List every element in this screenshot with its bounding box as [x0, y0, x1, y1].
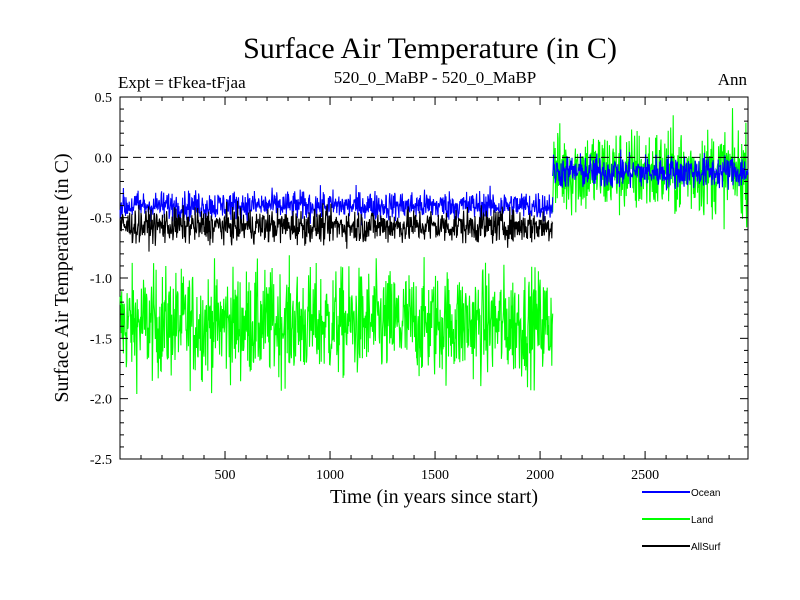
- y-axis-ticks: 0.5 0.0 -0.5 -1.0 -1.5 -2.0 -2.5: [90, 91, 748, 468]
- legend-label-allsurf: AllSurf: [691, 542, 721, 553]
- subtitle-right: Ann: [718, 70, 748, 89]
- x-tick-label: 1000: [316, 468, 344, 483]
- y-tick-label: -1.0: [90, 272, 112, 287]
- plot-area: [119, 96, 749, 460]
- subtitle-center: 520_0_MaBP - 520_0_MaBP: [334, 68, 536, 87]
- y-tick-label: 0.5: [95, 91, 113, 106]
- series-land-line-1: [119, 255, 554, 395]
- y-tick-label: -2.0: [90, 393, 112, 408]
- y-tick-label: -0.5: [90, 212, 112, 227]
- series-layer: [119, 108, 749, 395]
- x-tick-label: 2000: [526, 468, 554, 483]
- series-land: [119, 108, 749, 395]
- legend-label-ocean: Ocean: [691, 488, 720, 499]
- y-axis-label: Surface Air Temperature (in C): [51, 153, 73, 402]
- series-allsurf: [119, 200, 554, 252]
- x-tick-label: 2500: [631, 468, 659, 483]
- series-allsurf-line-1: [119, 200, 554, 252]
- x-axis-ticks: 500 1000 1500 2000 2500: [140, 97, 730, 483]
- legend-label-land: Land: [691, 515, 713, 526]
- subtitle-left: Expt = tFkea-tFjaa: [118, 73, 246, 92]
- x-axis-label: Time (in years since start): [330, 486, 538, 508]
- chart-title: Surface Air Temperature (in C): [243, 32, 617, 65]
- y-tick-label: 0.0: [95, 151, 113, 166]
- series-ocean-line-2: [552, 149, 749, 191]
- y-tick-label: -1.5: [90, 332, 112, 347]
- legend: Ocean Land AllSurf: [642, 488, 721, 553]
- x-tick-label: 1500: [421, 468, 449, 483]
- y-tick-label: -2.5: [90, 453, 112, 468]
- x-tick-label: 500: [215, 468, 236, 483]
